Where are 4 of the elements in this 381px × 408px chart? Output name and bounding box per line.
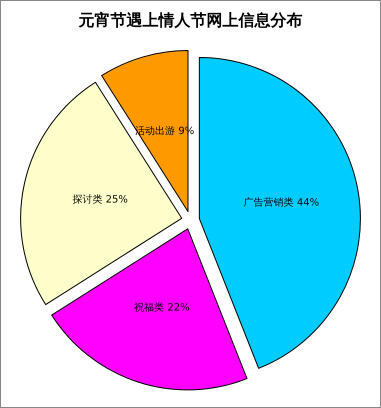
slice-label: 祝福类 22% bbox=[134, 302, 190, 314]
slice-label: 广告营销类 44% bbox=[244, 196, 320, 208]
slice-label: 探讨类 25% bbox=[72, 194, 128, 206]
chart-title: 元宵节遇上情人节网上信息分布 bbox=[78, 10, 302, 30]
